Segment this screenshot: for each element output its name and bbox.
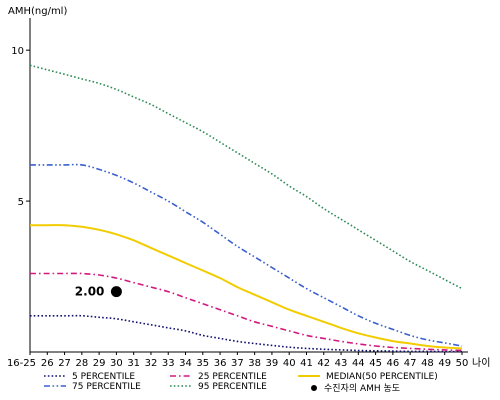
legend-label-5-percentile: 5 PERCENTILE — [72, 372, 135, 382]
x-tick-label: 16-25 — [7, 358, 36, 369]
x-tick-label: 34 — [179, 358, 192, 369]
x-tick-label: 38 — [248, 358, 261, 369]
x-tick-label: 45 — [369, 358, 382, 369]
y-tick-label: 5 — [18, 197, 24, 208]
legend-label-95-percentile: 95 PERCENTILE — [198, 382, 267, 392]
x-tick-label: 35 — [196, 358, 209, 369]
x-tick-label: 46 — [387, 358, 400, 369]
x-tick-label: 30 — [110, 358, 123, 369]
x-tick-label: 29 — [93, 358, 106, 369]
y-tick-label: 10 — [11, 46, 24, 57]
series-line-75-percentile — [29, 163, 463, 347]
x-tick-label: 50 — [456, 358, 469, 369]
series-line-95-percentile — [29, 64, 463, 290]
x-tick-label: 39 — [266, 358, 279, 369]
series-group — [29, 64, 463, 353]
x-tick-label: 27 — [58, 358, 71, 369]
x-tick-label: 32 — [145, 358, 158, 369]
legend-label-patient: 수진자의 AMH 농도 — [324, 383, 400, 394]
x-tick-label: 26 — [41, 358, 54, 369]
x-tick-label: 33 — [162, 358, 175, 369]
patient-amh-value-label: 2.00 — [75, 285, 105, 299]
x-tick-label: 40 — [283, 358, 296, 369]
legend-swatch-patient — [311, 385, 317, 391]
y-axis-label: AMH(ng/ml) — [8, 6, 67, 17]
x-tick-label: 44 — [352, 358, 365, 369]
legend-label-median-50-percentile: MEDIAN(50 PERCENTILE) — [326, 372, 438, 382]
x-tick-label: 42 — [317, 358, 330, 369]
x-tick-label: 28 — [75, 358, 88, 369]
x-tick-label: 36 — [214, 358, 227, 369]
x-axis-label: 나이 — [472, 357, 490, 369]
patient-point-group: 2.00 — [75, 285, 122, 299]
x-tick-label: 47 — [404, 358, 417, 369]
x-tick-label: 49 — [438, 358, 451, 369]
legend-label-25-percentile: 25 PERCENTILE — [198, 372, 267, 382]
series-line-25-percentile — [30, 272, 463, 352]
series-line-median-50-percentile — [30, 224, 463, 350]
legend-label-75-percentile: 75 PERCENTILE — [72, 382, 141, 392]
x-tick-label: 43 — [335, 358, 348, 369]
legend: 5 PERCENTILE 25 PERCENTILE MEDIAN(50 PERCE… — [44, 372, 438, 394]
axes-group: AMH(ng/ml) 5 10 16-25 26 27 28 29 30 31 32 33 34 35 36… — [7, 6, 490, 369]
x-tick-label: 48 — [421, 358, 434, 369]
x-tick-label: 31 — [127, 358, 140, 369]
x-tick-label: 37 — [231, 358, 244, 369]
x-tick-label: 41 — [300, 358, 313, 369]
patient-amh-point — [110, 286, 122, 298]
series-line-5-percentile — [29, 314, 462, 353]
